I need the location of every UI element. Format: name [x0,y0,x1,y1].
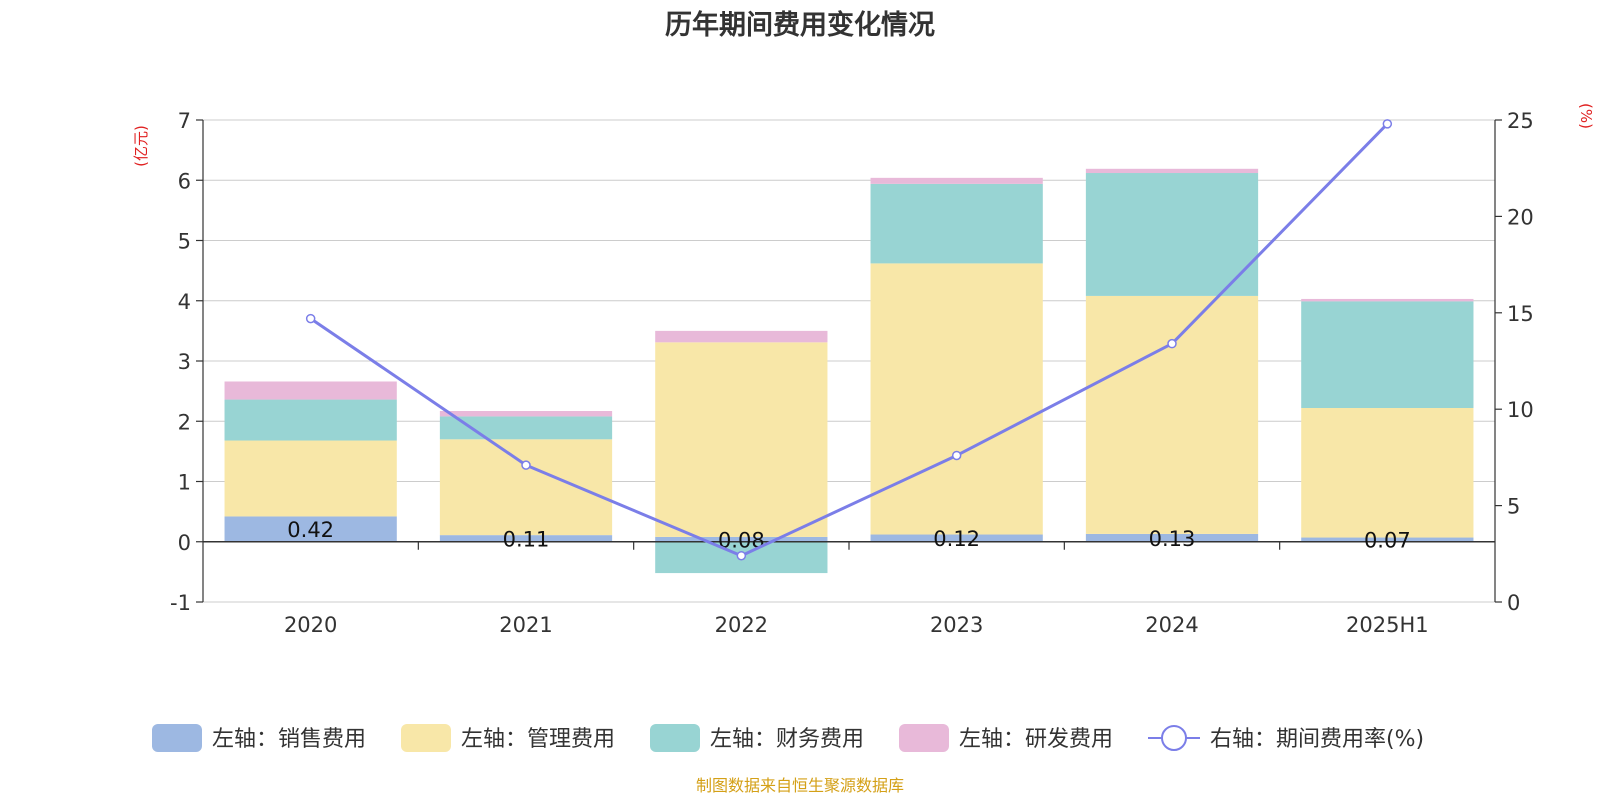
legend-swatch [152,724,202,752]
legend-label: 左轴：管理费用 [461,727,615,752]
left-axis-unit: (亿元) [132,125,150,167]
rate-line [309,122,1389,558]
bar-segment [870,183,1043,264]
x-tick-label: 2021 [499,613,552,637]
right-tick-label: 25 [1507,109,1534,133]
bar-segment [439,439,613,536]
data-label: 0.13 [1149,527,1196,551]
bar-segment [224,381,397,400]
legend-marker [1161,725,1187,751]
bar-segment [439,416,613,440]
right-tick-label: 20 [1507,205,1534,229]
bar-segment [1085,295,1259,534]
chart-title: 历年期间费用变化情况 [665,9,935,41]
bar-segment [1085,168,1259,174]
left-tick-label: 7 [178,109,191,133]
left-tick-label: 1 [178,471,191,495]
bar-segment [1301,301,1474,408]
rate-point [736,550,747,561]
legend-label: 右轴：期间费用率(%) [1210,727,1424,752]
axes: -1 0 1 2 3 4 5 6 7 0 5 10 15 20 25 2020 2021 2022 2023 2024… [170,109,1534,637]
legend: 左轴：销售费用 左轴：管理费用 左轴：财务费用 左轴：研发费用 右轴：期间费用率(%) [152,724,1424,752]
left-tick-label: 2 [178,410,191,434]
bar-segment [655,330,828,343]
legend-swatch [650,724,700,752]
bar-segment [224,516,397,542]
bar-segment [1085,173,1259,296]
legend-label: 左轴：财务费用 [710,727,864,752]
left-tick-label: 6 [178,169,191,193]
data-label: 0.07 [1364,529,1411,553]
rate-point [1382,119,1393,129]
rate-point [521,460,531,470]
x-tick-label: 2022 [715,613,768,637]
left-tick-label: 3 [178,350,191,374]
bar-segment [439,411,613,417]
left-tick-label: 5 [178,230,191,254]
bar-segment [870,263,1043,535]
data-label: 0.42 [287,518,334,542]
left-tick-label: -1 [170,591,191,615]
rate-line-group [305,119,1393,561]
data-label: 0.11 [503,527,550,551]
bar-segment [1301,537,1474,542]
right-tick-label: 10 [1507,398,1534,422]
x-tick-label: 2025H1 [1346,613,1429,637]
bar-segment [870,534,1043,542]
right-axis-unit: (%) [1577,103,1595,129]
bar-segment [1301,298,1474,302]
x-tick-label: 2020 [284,613,337,637]
bar-segment [655,342,828,537]
gridlines [203,119,1495,603]
legend-swatch [899,724,949,752]
x-tick-label: 2023 [930,613,983,637]
bar-segment [224,399,397,441]
bar-segment [870,177,1043,184]
right-tick-label: 5 [1507,495,1520,519]
legend-swatch [401,724,451,752]
left-tick-label: 0 [178,531,191,555]
source-note: 制图数据来自恒生聚源数据库 [696,776,904,795]
data-label: 0.12 [933,527,980,551]
legend-label: 左轴：销售费用 [212,727,366,752]
rate-point [305,313,316,324]
bar-segment [1301,407,1474,538]
left-tick-label: 4 [178,290,191,314]
rate-point [951,450,962,461]
right-tick-label: 0 [1507,591,1520,615]
bar-segment [1085,533,1259,542]
right-tick-label: 15 [1507,302,1534,326]
bar-group [224,168,1474,574]
bar-segment [224,440,397,517]
rate-point [1167,338,1177,349]
bar-segment [439,535,613,542]
legend-label: 左轴：研发费用 [959,727,1113,752]
bar-segment [655,536,828,542]
x-tick-label: 2024 [1145,613,1198,637]
